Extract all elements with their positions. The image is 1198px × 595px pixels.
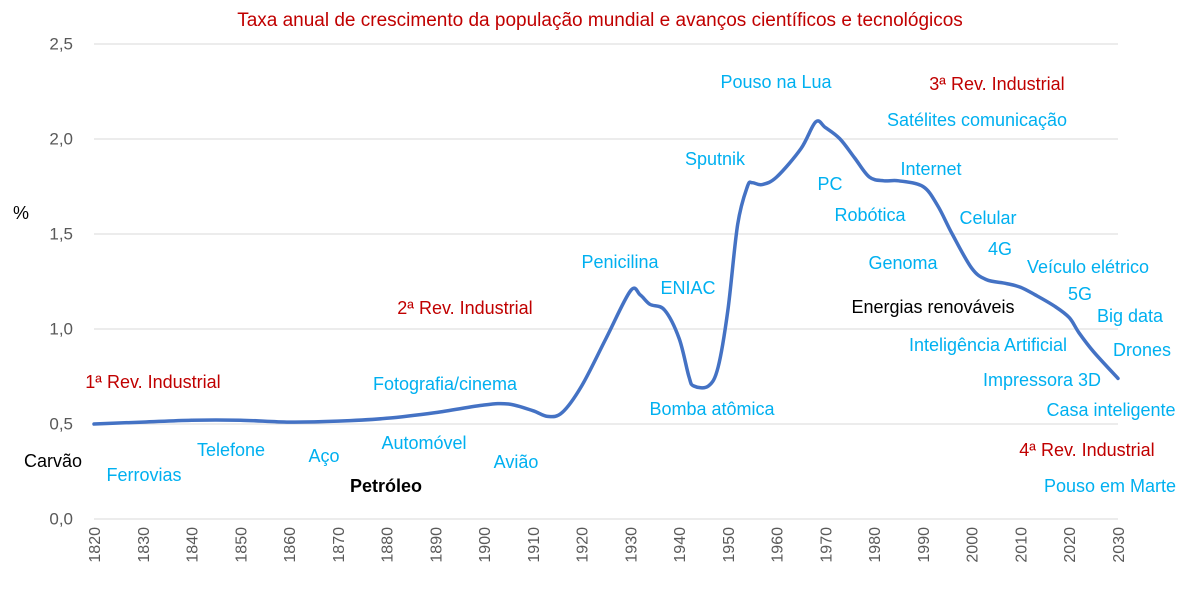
x-tick-label: 1990 [916, 527, 933, 563]
annotation-technology: 4G [988, 239, 1012, 259]
annotation-technology: PC [817, 174, 842, 194]
annotation-technology: ENIAC [660, 278, 715, 298]
series-line [92, 119, 1120, 426]
x-tick-label: 1980 [867, 527, 884, 563]
x-tick-label: 2010 [1013, 527, 1030, 563]
x-tick-label: 1940 [672, 527, 689, 563]
annotation-revolution: 1ª Rev. Industrial [85, 372, 220, 392]
y-tick-label: 0,5 [49, 414, 73, 433]
x-tick-label: 1870 [331, 527, 348, 563]
y-axis-label: % [13, 203, 29, 223]
annotation-technology: Sputnik [685, 149, 746, 169]
x-tick-label: 1880 [380, 527, 397, 563]
annotation-energy: Energias renováveis [851, 297, 1014, 317]
annotation-technology: Automóvel [381, 433, 466, 453]
chart-title: Taxa anual de crescimento da população m… [237, 10, 963, 31]
x-tick-label: 1850 [233, 527, 250, 563]
annotation-technology: Inteligência Artificial [909, 335, 1067, 355]
annotation-revolution: 3ª Rev. Industrial [929, 74, 1064, 94]
annotation-technology: Ferrovias [106, 465, 181, 485]
annotation-technology: Big data [1097, 306, 1164, 326]
annotation-technology: Internet [900, 159, 961, 179]
annotation-technology: Impressora 3D [983, 370, 1101, 390]
x-tick-label: 1950 [721, 527, 738, 563]
x-tick-label: 2030 [1111, 527, 1128, 563]
annotation-revolution: 2ª Rev. Industrial [397, 298, 532, 318]
annotation-technology: Bomba atômica [649, 399, 775, 419]
annotation-technology: 5G [1068, 284, 1092, 304]
gridlines [94, 43, 1118, 520]
annotation-technology: Avião [494, 452, 539, 472]
y-axis-ticks: 0,0 0,5 1,0 1,5 2,0 2,5 [49, 34, 73, 528]
annotation-revolution: 4ª Rev. Industrial [1019, 440, 1154, 460]
x-tick-label: 1830 [136, 527, 153, 563]
x-tick-label: 1920 [575, 527, 592, 563]
y-tick-label: 2,5 [49, 34, 73, 53]
x-tick-label: 1970 [818, 527, 835, 563]
x-tick-label: 1840 [185, 527, 202, 563]
x-tick-label: 1820 [87, 527, 104, 563]
annotation-technology: Pouso na Lua [720, 72, 832, 92]
x-tick-label: 1860 [282, 527, 299, 563]
annotation-technology: Drones [1113, 340, 1171, 360]
annotation-technology: Casa inteligente [1046, 400, 1175, 420]
x-tick-label: 1930 [623, 527, 640, 563]
annotation-technology: Veículo elétrico [1027, 257, 1149, 277]
y-tick-label: 1,5 [49, 224, 73, 243]
annotation-technology: Penicilina [581, 252, 659, 272]
annotation-technology: Genoma [868, 253, 938, 273]
annotation-energy: Carvão [24, 451, 82, 471]
x-tick-label: 2020 [1062, 527, 1079, 563]
annotations: 1ª Rev. Industrial Carvão Ferrovias Telefon… [24, 72, 1176, 496]
y-tick-label: 2,0 [49, 129, 73, 148]
annotation-technology: Robótica [834, 205, 906, 225]
x-tick-label: 1910 [526, 527, 543, 563]
x-axis-ticks: 1820 1830 1840 1850 1860 1870 1880 1890 1900 1910… [87, 527, 1128, 563]
annotation-technology: Satélites comunicação [887, 110, 1067, 130]
annotation-technology: Celular [959, 208, 1016, 228]
x-tick-label: 1960 [770, 527, 787, 563]
y-tick-label: 1,0 [49, 319, 73, 338]
x-tick-label: 1900 [477, 527, 494, 563]
annotation-technology: Aço [308, 446, 339, 466]
annotation-technology: Fotografia/cinema [373, 374, 518, 394]
annotation-energy: Petróleo [350, 476, 422, 496]
annotation-technology: Pouso em Marte [1044, 476, 1176, 496]
y-tick-label: 0,0 [49, 509, 73, 528]
x-tick-label: 2000 [965, 527, 982, 563]
x-tick-label: 1890 [428, 527, 445, 563]
annotation-technology: Telefone [197, 440, 265, 460]
